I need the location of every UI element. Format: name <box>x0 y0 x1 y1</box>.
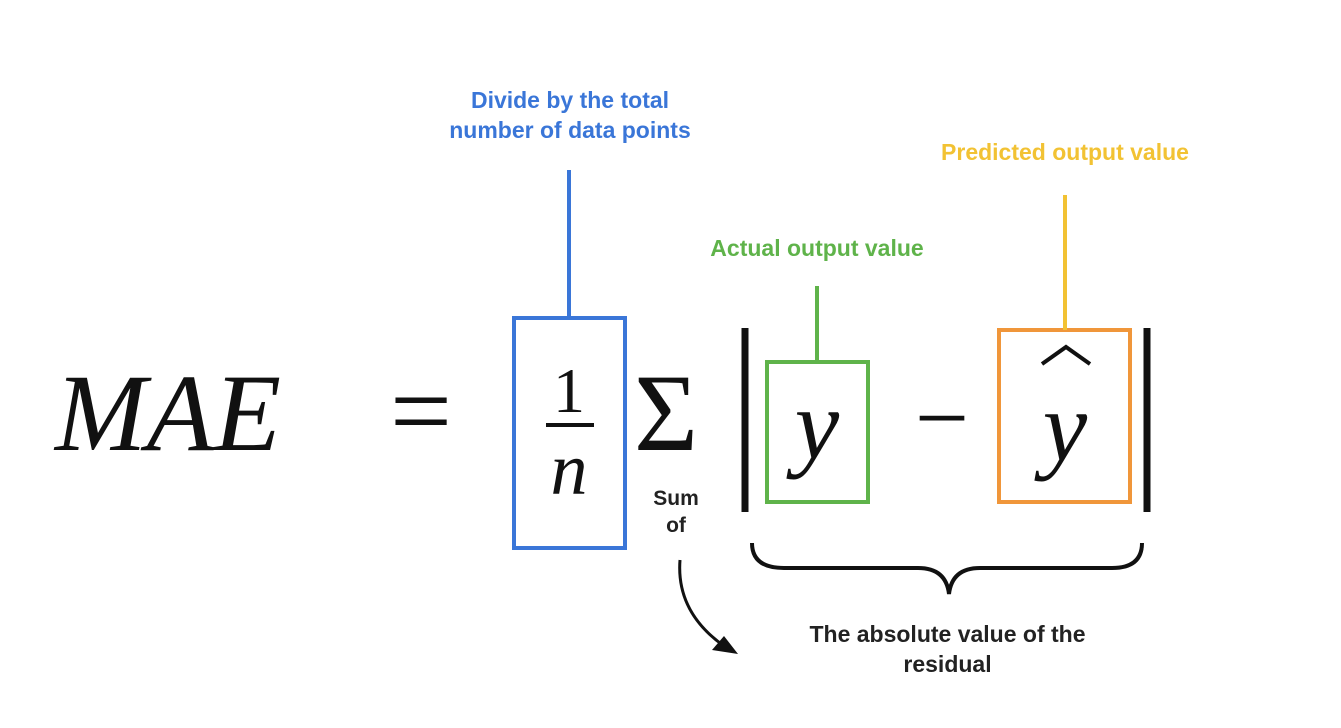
predicted-annotation-text: Predicted output value <box>941 139 1189 165</box>
sigma-symbol: Σ <box>634 352 698 474</box>
sum-annotation-line1: Sum <box>653 487 699 510</box>
divide-annotation-line2: number of data points <box>449 116 691 143</box>
fraction-numerator: 1 <box>553 355 585 426</box>
fraction-denominator: n <box>551 429 588 511</box>
residual-annotation: The absolute value of the residual <box>760 620 1135 680</box>
sum-arrow <box>678 559 725 648</box>
formula-lhs: MAE <box>53 352 281 474</box>
actual-annotation-text: Actual output value <box>710 235 924 261</box>
sum-annotation: Sum of <box>630 485 722 540</box>
residual-annotation-line2: residual <box>903 650 992 677</box>
minus-sign: − <box>915 364 969 471</box>
actual-annotation: Actual output value <box>667 234 967 264</box>
hat-symbol <box>1040 344 1092 366</box>
sum-arrowhead <box>712 636 738 654</box>
sum-annotation-line2: of <box>666 514 686 538</box>
actual-y: y <box>786 369 840 480</box>
divide-annotation-line1: Divide by the total <box>470 87 670 113</box>
divide-annotation: Divide by the total number of data point… <box>405 86 735 146</box>
residual-brace <box>750 542 1144 595</box>
residual-annotation-line1: The absolute value of the <box>809 621 1086 647</box>
predicted-y-hat: y <box>1034 371 1088 482</box>
formula-equals: = <box>390 350 452 472</box>
predicted-annotation: Predicted output value <box>895 138 1235 168</box>
